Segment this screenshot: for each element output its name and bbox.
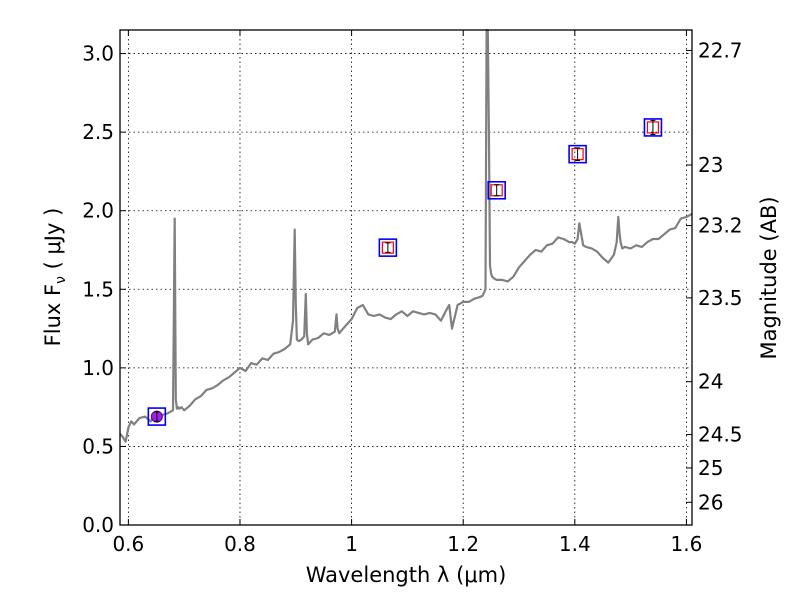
y-tick-label: 2.0 — [82, 199, 114, 223]
y2-tick-label: 22.7 — [698, 38, 743, 62]
x-axis-title: Wavelength λ (μm) — [306, 563, 507, 587]
y2-tick-label: 24 — [698, 370, 723, 394]
y-axis-title-subscript: ν — [53, 276, 69, 284]
y2-tick-label: 23.5 — [698, 286, 743, 310]
spectrum-layer — [119, 28, 693, 443]
model-flux-marker — [487, 180, 506, 200]
y-axis-title: Flux Fν ( μJy ) — [41, 208, 69, 347]
y-tick-labels: 0.0 0.5 1.0 1.5 2.0 2.5 3.0 — [82, 42, 114, 537]
y-tick-label: 3.0 — [82, 42, 114, 66]
model-flux-marker — [643, 118, 663, 137]
y2-tick-label: 24.5 — [698, 423, 743, 447]
observed-flux-marker — [381, 241, 394, 254]
x-tick-label: 0.6 — [112, 532, 144, 556]
model-flux-marker — [568, 144, 587, 164]
model-flux-marker — [378, 238, 398, 257]
y-axis-title-unit: ( μJy ) — [41, 208, 65, 276]
x-tick-label: 1 — [345, 532, 358, 556]
y-tick-label: 0.5 — [82, 434, 114, 458]
x-tick-label: 0.8 — [224, 532, 256, 556]
y2-axis-title: Magnitude (AB) — [757, 196, 781, 359]
photometry-layer — [147, 118, 663, 426]
y-axis-title-main: Flux F — [41, 284, 65, 346]
spectrum-line — [119, 28, 693, 443]
y-tick-label: 2.5 — [82, 120, 114, 144]
y2-tick-label: 26 — [698, 490, 723, 514]
plot-background — [120, 30, 692, 525]
y2-tick-label: 25 — [698, 456, 723, 480]
y-tick-label: 1.0 — [82, 356, 114, 380]
x-tick-label: 1.6 — [671, 532, 703, 556]
y2-tick-labels: 22.7 23 23.2 23.5 24 24.5 25 26 — [698, 38, 743, 514]
y2-tick-label: 23.2 — [698, 214, 743, 238]
x-tick-labels: 0.6 0.8 1 1.2 1.4 1.6 — [112, 532, 702, 556]
y2-tick-label: 23 — [698, 153, 723, 177]
x-tick-label: 1.2 — [447, 532, 479, 556]
model-flux-marker — [147, 407, 167, 426]
x-tick-label: 1.4 — [559, 532, 591, 556]
tick-marks — [120, 30, 692, 526]
plot-frame — [119, 29, 693, 526]
y-tick-label: 0.0 — [82, 513, 114, 537]
y-tick-label: 1.5 — [82, 277, 114, 301]
